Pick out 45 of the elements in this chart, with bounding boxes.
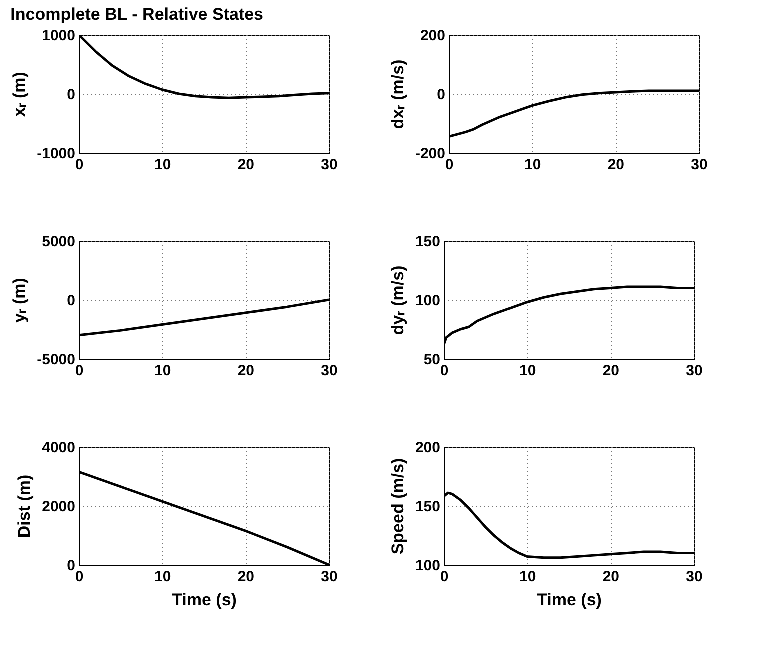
x-tick-label: 20 (238, 156, 255, 174)
y-tick-label: 100 (415, 558, 440, 574)
y-tick-label: 5000 (42, 234, 76, 250)
y-axis-title: yᵣ (m) (10, 278, 30, 323)
x-tick-label: 10 (154, 156, 172, 174)
y-tick-label: 50 (424, 352, 440, 368)
x-tick-label: 10 (524, 156, 542, 174)
y-tick-label: 0 (67, 86, 76, 104)
y-tick-label: 2000 (42, 498, 76, 516)
x-tick-label: 30 (321, 156, 338, 174)
y-tick-label: -1000 (37, 146, 76, 162)
x-tick-label: 30 (686, 568, 703, 586)
y-tick-label: 1000 (42, 28, 76, 44)
y-tick-label: 200 (420, 28, 446, 44)
x-tick-label: 10 (519, 568, 536, 586)
x-axis-title: Time (s) (537, 590, 602, 610)
y-tick-label: 4000 (42, 440, 76, 456)
x-tick-label: 10 (154, 568, 172, 586)
y-axis-title: dxᵣ (m/s) (388, 60, 408, 130)
y-axis-title: dyᵣ (m/s) (388, 266, 408, 336)
x-tick-label: 20 (602, 568, 620, 586)
x-tick-label: 30 (686, 362, 703, 380)
y-tick-label: 150 (415, 234, 440, 250)
x-tick-label: 30 (691, 156, 708, 174)
x-tick-label: 30 (321, 362, 338, 380)
y-tick-label: 200 (415, 440, 440, 456)
y-tick-label: 150 (415, 498, 440, 516)
y-tick-label: 0 (67, 558, 76, 574)
y-tick-label: -5000 (37, 352, 76, 368)
x-tick-label: 20 (602, 362, 620, 380)
x-tick-label: 20 (608, 156, 625, 174)
y-tick-label: -200 (415, 146, 446, 162)
x-axis-title: Time (s) (172, 590, 237, 610)
x-tick-label: 20 (238, 568, 255, 586)
y-axis-title: Speed (m/s) (388, 458, 408, 555)
x-tick-label: 10 (154, 362, 172, 380)
y-tick-label: 0 (67, 292, 76, 310)
y-axis-title: xᵣ (m) (10, 72, 30, 117)
x-tick-label: 30 (321, 568, 338, 586)
chart-title: Incomplete BL - Relative States (10, 5, 264, 24)
y-tick-label: 0 (437, 86, 446, 104)
x-tick-label: 10 (519, 362, 536, 380)
y-tick-label: 100 (415, 292, 440, 310)
y-axis-title: Dist (m) (15, 474, 34, 538)
x-tick-label: 20 (238, 362, 255, 380)
